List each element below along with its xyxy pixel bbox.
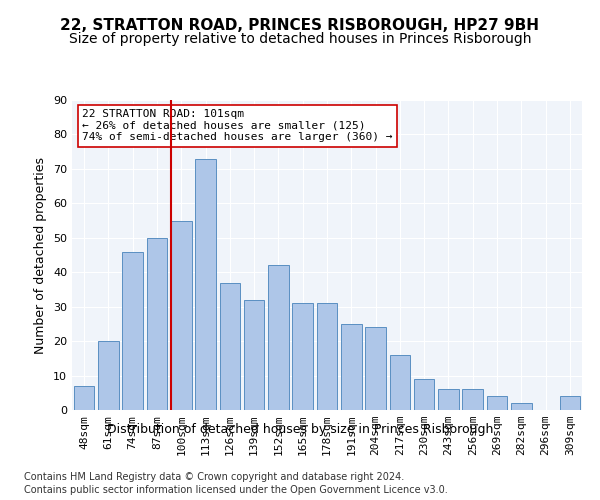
Text: Size of property relative to detached houses in Princes Risborough: Size of property relative to detached ho… [69, 32, 531, 46]
Text: Distribution of detached houses by size in Princes Risborough: Distribution of detached houses by size … [107, 422, 493, 436]
Y-axis label: Number of detached properties: Number of detached properties [34, 156, 47, 354]
Bar [195, 158, 216, 410]
Text: Contains HM Land Registry data © Crown copyright and database right 2024.: Contains HM Land Registry data © Crown c… [24, 472, 404, 482]
Text: Contains public sector information licensed under the Open Government Licence v3: Contains public sector information licen… [24, 485, 448, 495]
Bar [268, 266, 289, 410]
Bar [438, 390, 459, 410]
Bar [98, 341, 119, 410]
Bar [74, 386, 94, 410]
Bar [317, 303, 337, 410]
Text: 22, STRATTON ROAD, PRINCES RISBOROUGH, HP27 9BH: 22, STRATTON ROAD, PRINCES RISBOROUGH, H… [61, 18, 539, 32]
Bar [171, 220, 191, 410]
Bar [487, 396, 508, 410]
Bar [244, 300, 265, 410]
Bar [292, 303, 313, 410]
Text: 22 STRATTON ROAD: 101sqm
← 26% of detached houses are smaller (125)
74% of semi-: 22 STRATTON ROAD: 101sqm ← 26% of detach… [82, 110, 392, 142]
Bar [365, 328, 386, 410]
Bar [341, 324, 362, 410]
Bar [463, 390, 483, 410]
Bar [122, 252, 143, 410]
Bar [560, 396, 580, 410]
Bar [511, 403, 532, 410]
Bar [414, 379, 434, 410]
Bar [220, 282, 240, 410]
Bar [389, 355, 410, 410]
Bar [146, 238, 167, 410]
